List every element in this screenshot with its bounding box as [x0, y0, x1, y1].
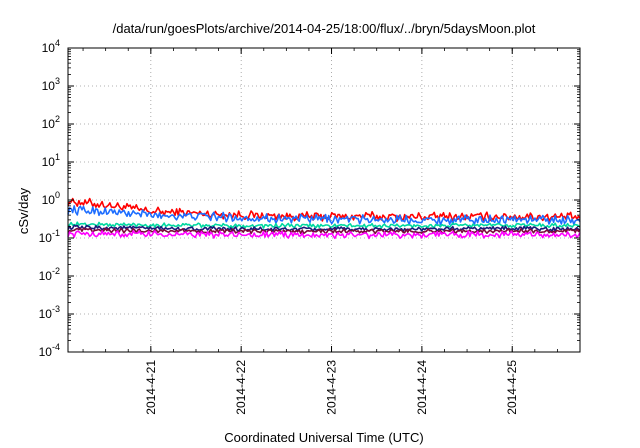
y-tick-label-base: 10 [42, 155, 56, 169]
y-tick-label: 101 [42, 152, 60, 169]
y-tick-label-exponent: -3 [52, 304, 60, 314]
x-tick-label: 2014-4-25 [505, 360, 519, 415]
y-tick-label-exponent: 2 [55, 114, 60, 124]
y-tick-label-base: 10 [39, 345, 53, 359]
y-tick-label-base: 10 [42, 41, 56, 55]
grid-lines [68, 48, 580, 352]
y-tick-label-base: 10 [42, 79, 56, 93]
y-axis-label: cSv/day [16, 187, 31, 234]
y-tick-label: 104 [42, 38, 60, 55]
y-tick-label: 10-1 [39, 228, 60, 245]
y-tick-label-exponent: -2 [52, 266, 60, 276]
x-tick-label: 2014-4-23 [325, 360, 339, 415]
x-tick-label: 2014-4-24 [415, 360, 429, 415]
series-line [67, 205, 581, 226]
y-tick-label-exponent: 4 [55, 38, 60, 48]
y-tick-label-base: 10 [42, 193, 56, 207]
y-tick-label: 10-4 [39, 342, 60, 359]
y-tick-label-exponent: -1 [52, 228, 60, 238]
y-tick-label-base: 10 [42, 117, 56, 131]
y-tick-label: 10-2 [39, 266, 60, 283]
chart-title: /data/run/goesPlots/archive/2014-04-25/1… [113, 21, 536, 36]
y-tick-label-base: 10 [39, 307, 53, 321]
y-tick-label-base: 10 [39, 231, 53, 245]
y-tick-label: 103 [42, 76, 60, 93]
x-axis-label: Coordinated Universal Time (UTC) [224, 430, 423, 445]
y-tick-label-exponent: 3 [55, 76, 60, 86]
series-line [67, 197, 581, 223]
series-layer [67, 197, 581, 240]
x-tick-label: 2014-4-21 [144, 360, 158, 415]
y-tick-label-base: 10 [39, 269, 53, 283]
y-tick-label: 100 [42, 190, 60, 207]
x-tick-label: 2014-4-22 [234, 360, 248, 415]
series-line [67, 221, 581, 229]
y-tick-label-exponent: -4 [52, 342, 60, 352]
series-line [67, 230, 581, 240]
series-line [67, 224, 581, 233]
y-tick-label: 102 [42, 114, 60, 131]
y-tick-label-exponent: 1 [55, 152, 60, 162]
y-tick-label-exponent: 0 [55, 190, 60, 200]
x-axis-ticks: 2014-4-21 2014-4-22 2014-4-23 2014-4-24 2014… [82, 48, 558, 415]
y-tick-label: 10-3 [39, 304, 60, 321]
